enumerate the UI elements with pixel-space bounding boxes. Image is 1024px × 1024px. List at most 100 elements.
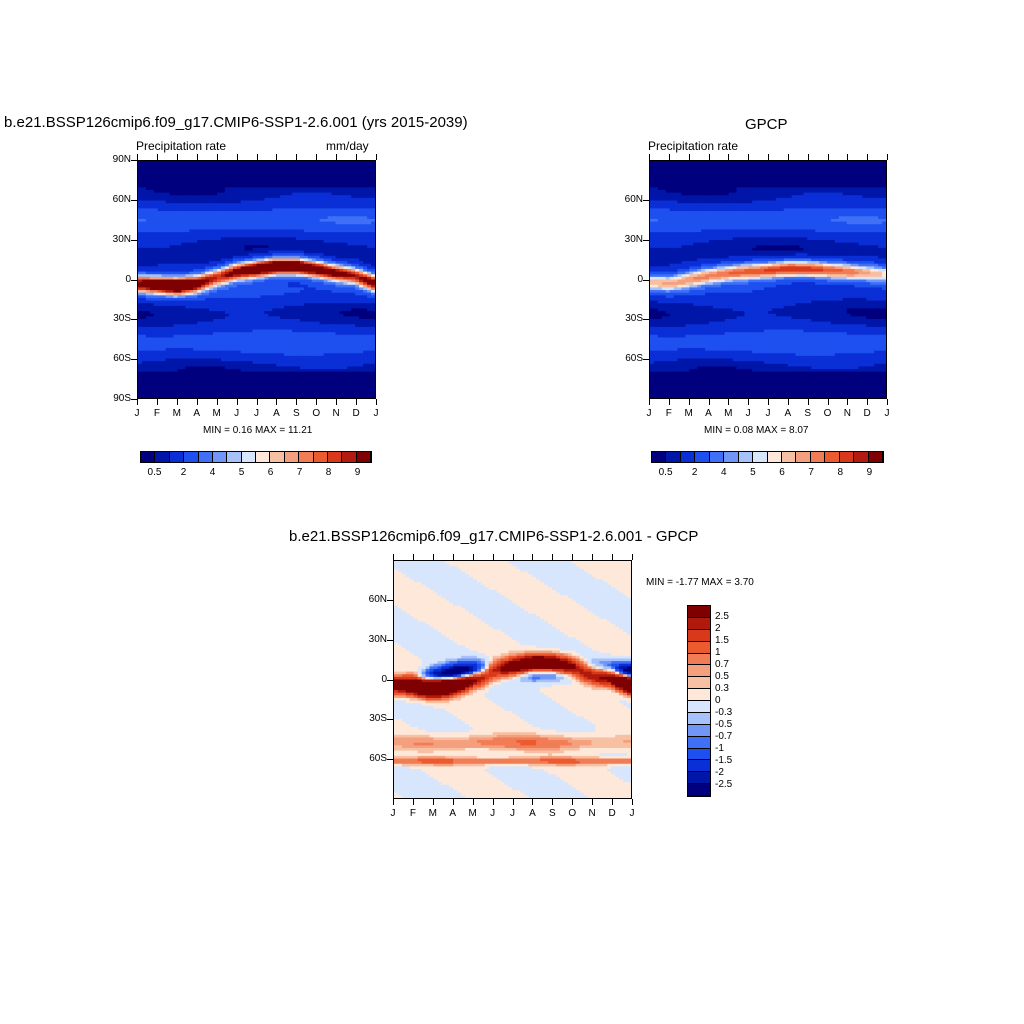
- heatmap-cell: [236, 297, 242, 302]
- heatmap-cell: [149, 387, 155, 391]
- heatmap-cell: [311, 334, 317, 339]
- heatmap-cell: [209, 379, 214, 383]
- heatmap-cell: [303, 255, 309, 260]
- heatmap-cell: [224, 324, 230, 328]
- heatmap-cell: [323, 311, 329, 315]
- heatmap-cell: [228, 355, 234, 360]
- heatmap-cell: [193, 290, 198, 294]
- heatmap-cell: [157, 250, 163, 254]
- heatmap-cell: [307, 384, 313, 389]
- heatmap-cell: [149, 232, 155, 236]
- heatmap-cell: [343, 282, 348, 286]
- heatmap-cell: [244, 271, 250, 275]
- heatmap-cell: [224, 221, 230, 225]
- heatmap-cell: [165, 395, 171, 398]
- heatmap-cell: [177, 282, 183, 286]
- heatmap-cell: [268, 347, 273, 352]
- heatmap-cell: [220, 387, 226, 391]
- heatmap-cell: [323, 242, 329, 246]
- heatmap-cell: [205, 274, 210, 278]
- heatmap-cell: [209, 305, 214, 310]
- heatmap-cell: [343, 205, 348, 209]
- heatmap-cell: [173, 384, 179, 389]
- heatmap-cell: [355, 268, 360, 273]
- heatmap-cell: [141, 224, 147, 228]
- heatmap-cell: [248, 245, 254, 249]
- heatmap-cell: [177, 245, 183, 249]
- heatmap-cell: [185, 192, 190, 196]
- heatmap-cell: [201, 287, 206, 291]
- heatmap-cell: [288, 284, 293, 288]
- heatmap-cell: [276, 216, 281, 220]
- heatmap-cell: [145, 282, 151, 286]
- heatmap-cell: [213, 340, 218, 344]
- heatmap-cell: [177, 329, 183, 333]
- heatmap-cell: [145, 184, 151, 188]
- heatmap-cell: [185, 250, 190, 254]
- heatmap-cell: [276, 211, 281, 215]
- heatmap-cell: [268, 229, 273, 233]
- heatmap-cell: [228, 340, 234, 344]
- heatmap-cell: [303, 292, 309, 296]
- heatmap-cell: [252, 213, 258, 217]
- heatmap-cell: [161, 176, 167, 181]
- heatmap-cell: [323, 176, 329, 181]
- heatmap-cell: [280, 371, 285, 375]
- heatmap-cell: [327, 387, 333, 391]
- heatmap-cell: [141, 197, 147, 202]
- heatmap-cell: [157, 279, 163, 283]
- heatmap-cell: [331, 279, 337, 283]
- heatmap-cell: [327, 171, 333, 175]
- heatmap-cell: [217, 211, 222, 215]
- heatmap-cell: [260, 332, 265, 336]
- heatmap-cell: [138, 371, 143, 375]
- heatmap-cell: [201, 379, 206, 383]
- heatmap-cell: [319, 226, 325, 231]
- heatmap-cell: [149, 376, 155, 381]
- heatmap-cell: [177, 226, 183, 231]
- heatmap-cell: [153, 163, 159, 167]
- heatmap-cell: [209, 242, 214, 246]
- heatmap-cell: [339, 271, 344, 275]
- heatmap-cell: [244, 179, 250, 183]
- heatmap-cell: [307, 350, 313, 354]
- heatmap-cell: [315, 300, 321, 304]
- heatmap-cell: [149, 279, 155, 283]
- heatmap-cell: [327, 324, 333, 328]
- heatmap-cell: [264, 192, 269, 196]
- heatmap-cell: [157, 205, 163, 209]
- heatmap-cell: [220, 255, 226, 260]
- heatmap-cell: [296, 168, 301, 173]
- heatmap-cell: [228, 363, 234, 367]
- heatmap-cell: [224, 369, 230, 373]
- heatmap-cell: [315, 247, 321, 252]
- heatmap-cell: [189, 237, 194, 241]
- heatmap-cell: [331, 311, 337, 315]
- heatmap-cell: [189, 287, 194, 291]
- heatmap-cell: [205, 276, 210, 281]
- heatmap-cell: [224, 232, 230, 236]
- heatmap-cell: [232, 216, 238, 220]
- heatmap-cell: [189, 224, 194, 228]
- heatmap-cell: [272, 353, 277, 357]
- heatmap-cell: [284, 266, 289, 270]
- heatmap-cell: [138, 297, 143, 302]
- heatmap-cell: [331, 224, 337, 228]
- heatmap-cell: [311, 395, 317, 398]
- heatmap-cell: [252, 305, 258, 310]
- heatmap-cell: [145, 229, 151, 233]
- heatmap-cell: [284, 229, 289, 233]
- heatmap-cell: [268, 374, 273, 378]
- heatmap-cell: [315, 340, 321, 344]
- heatmap-cell: [161, 311, 167, 315]
- heatmap-cell: [327, 358, 333, 362]
- heatmap-cell: [296, 200, 301, 204]
- heatmap-cell: [209, 376, 214, 381]
- heatmap-cell: [248, 250, 254, 254]
- heatmap-cell: [161, 324, 167, 328]
- heatmap-cell: [307, 161, 313, 165]
- heatmap-cell: [347, 242, 352, 246]
- heatmap-cell: [331, 282, 337, 286]
- heatmap-cell: [331, 303, 337, 307]
- heatmap-cell: [288, 213, 293, 217]
